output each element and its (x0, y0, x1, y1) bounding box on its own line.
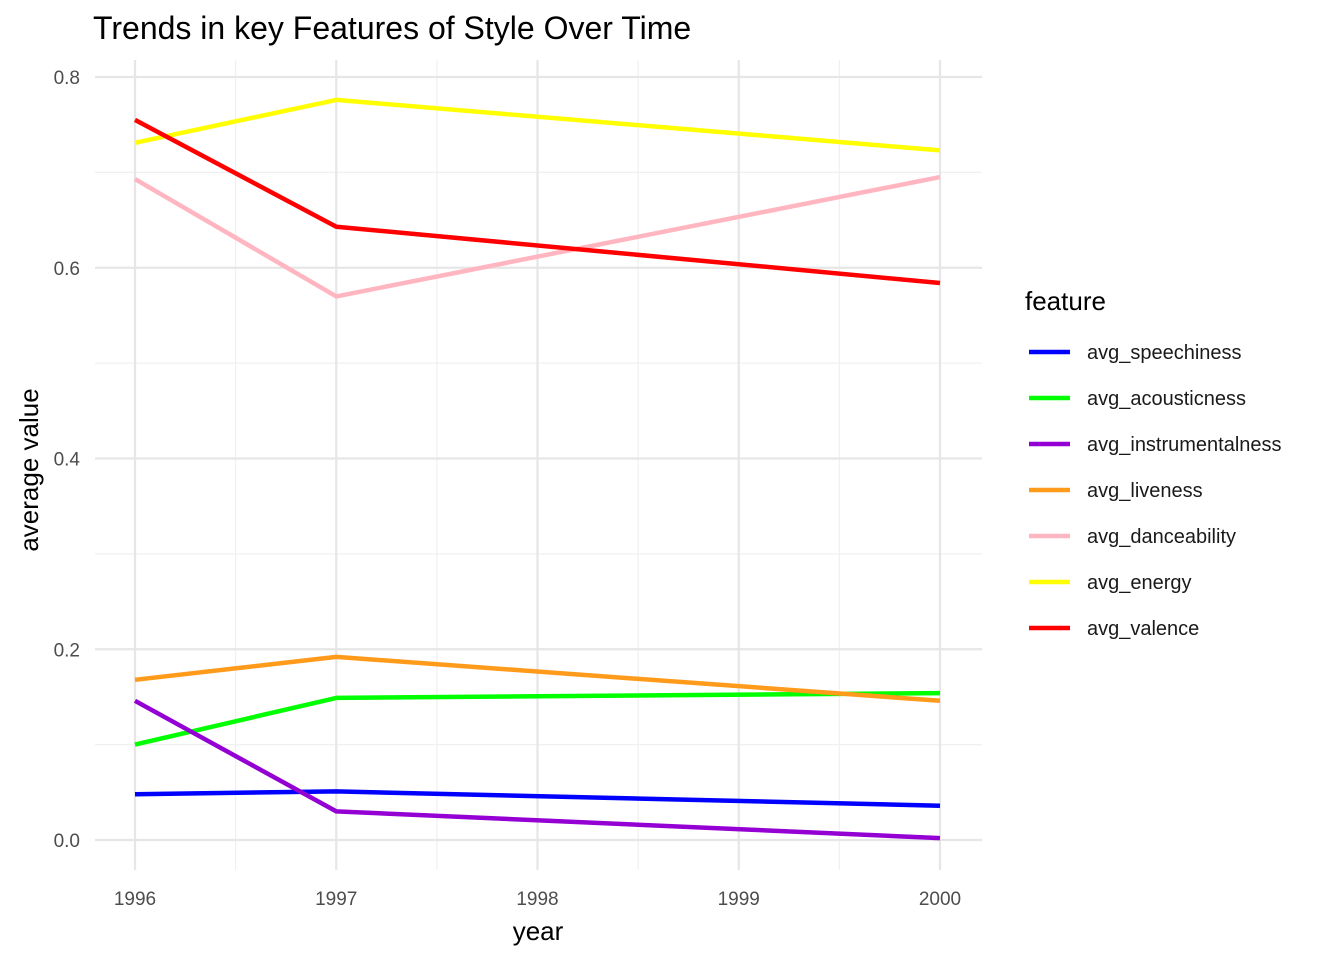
series-line-avg_speechiness (134, 789, 941, 808)
x-tick-label: 1996 (114, 889, 156, 910)
x-axis-tick-labels: 1996 1997 1998 1999 2000 (114, 889, 961, 910)
legend-label-avg_valence: avg_valence (1087, 618, 1199, 640)
series-line-avg_energy (134, 97, 941, 153)
legend-label-avg_danceability: avg_danceability (1087, 526, 1236, 548)
major-gridlines (95, 60, 982, 870)
y-tick-label: 0.4 (54, 450, 81, 471)
y-tick-label: 0.6 (54, 259, 80, 280)
x-tick-label: 1997 (315, 889, 357, 910)
series-lines (133, 97, 941, 841)
x-tick-label: 2000 (919, 889, 961, 910)
y-tick-label: 0.2 (54, 640, 80, 661)
x-axis-title: year (513, 916, 564, 946)
series-line-avg_liveness (134, 654, 941, 704)
y-tick-label: 0.0 (54, 831, 80, 852)
series-line-avg_valence (133, 117, 941, 286)
series-line-avg_acousticness (134, 690, 941, 747)
legend-label-avg_acousticness: avg_acousticness (1087, 388, 1246, 410)
legend-label-avg_instrumentalness: avg_instrumentalness (1087, 434, 1282, 456)
legend-label-avg_speechiness: avg_speechiness (1087, 342, 1242, 364)
legend-title: feature (1025, 286, 1106, 316)
x-tick-label: 1999 (718, 889, 760, 910)
legend-label-avg_liveness: avg_liveness (1087, 480, 1203, 502)
series-line-avg_danceability (133, 174, 941, 299)
y-axis-title: average value (14, 388, 44, 551)
legend-label-avg_energy: avg_energy (1087, 572, 1192, 594)
y-axis-tick-labels: 0.0 0.2 0.4 0.6 0.8 (54, 68, 81, 852)
legend: feature avg_speechiness avg_acousticnessa… (1025, 286, 1282, 640)
chart-title: Trends in key Features of Style Over Tim… (93, 10, 691, 46)
y-tick-label: 0.8 (54, 68, 80, 89)
x-tick-label: 1998 (516, 889, 558, 910)
series-line-avg_instrumentalness (133, 698, 941, 841)
